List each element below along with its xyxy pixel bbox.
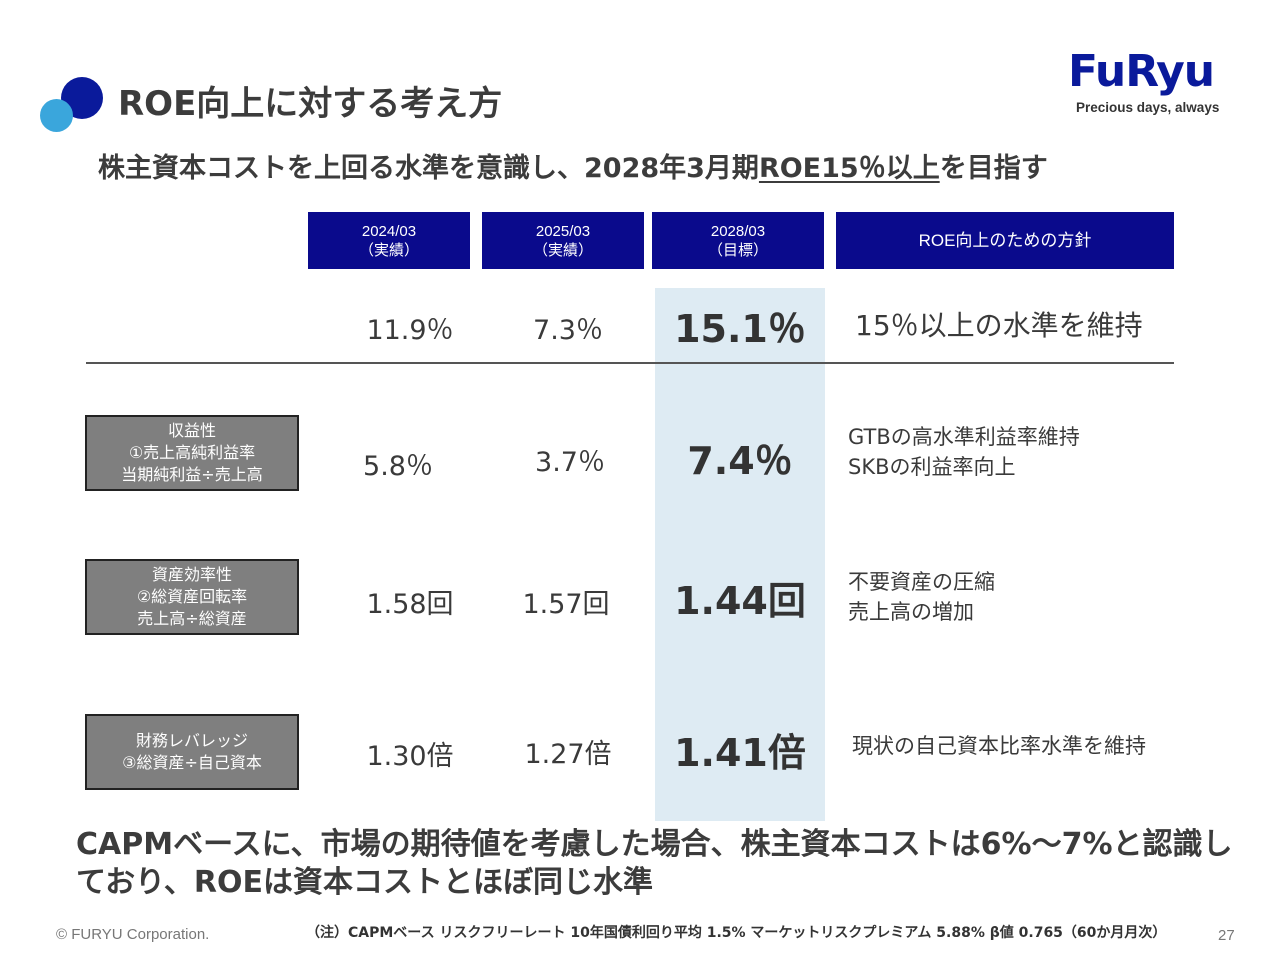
leverage-policy: 現状の自己資本比率水準を維持 xyxy=(852,731,1146,761)
margin-2025: 3.7％ xyxy=(535,447,605,478)
title-dot-small xyxy=(40,99,73,132)
policy-line: 不要資産の圧縮 xyxy=(848,570,995,594)
margin-2024: 5.8％ xyxy=(363,451,433,482)
policy-line: 現状の自己資本比率水準を維持 xyxy=(852,734,1146,758)
row-label-line: 当期純利益÷売上高 xyxy=(121,465,263,484)
logo-tagline: Precious days, always xyxy=(1076,100,1220,115)
column-header-2028: 2028/03 （目標） xyxy=(652,212,824,269)
target-column-highlight xyxy=(655,288,825,821)
column-kind: （実績） xyxy=(358,241,419,259)
headline-post: を目指す xyxy=(939,153,1048,184)
row-label-line: ②総資産回転率 xyxy=(136,587,248,606)
policy-line: GTBの高水準利益率維持 xyxy=(848,425,1080,449)
column-period: 2025/03 xyxy=(535,222,591,240)
leverage-2024: 1.30倍 xyxy=(366,741,454,772)
table-divider xyxy=(86,362,1174,364)
roe-policy: 15％以上の水準を維持 xyxy=(855,309,1143,342)
column-header-2024: 2024/03 （実績） xyxy=(308,212,470,269)
footnote: （注）CAPMベース リスクフリーレート 10年国債利回り平均 1.5% マーケ… xyxy=(306,925,1167,941)
column-header-policy: ROE向上のための方針 xyxy=(836,212,1174,269)
copyright: © FURYU Corporation. xyxy=(56,926,210,943)
policy-line: 売上高の増加 xyxy=(848,600,974,624)
column-header-2025: 2025/03 （実績） xyxy=(482,212,644,269)
logo-wordmark: FuRyu xyxy=(1068,46,1215,97)
turnover-2024: 1.58回 xyxy=(366,589,454,620)
row-label-asset-efficiency: 資産効率性 ②総資産回転率 売上高÷総資産 xyxy=(85,559,299,635)
column-kind: （目標） xyxy=(707,241,768,259)
column-period: 2028/03 xyxy=(710,222,766,240)
margin-policy: GTBの高水準利益率維持 SKBの利益率向上 xyxy=(848,422,1080,482)
row-label-line: ③総資産÷自己資本 xyxy=(122,753,262,772)
row-label-line: 売上高÷総資産 xyxy=(137,609,247,628)
leverage-2025: 1.27倍 xyxy=(524,739,612,770)
page-number: 27 xyxy=(1218,927,1235,944)
roe-2028: 15.1％ xyxy=(674,307,806,351)
roe-2024: 11.9％ xyxy=(366,315,454,346)
leverage-2028: 1.41倍 xyxy=(674,731,806,775)
column-period: ROE向上のための方針 xyxy=(918,231,1092,250)
row-label-line: 財務レバレッジ xyxy=(135,731,248,750)
headline-pre: 株主資本コストを上回る水準を意識し、2028年3月期 xyxy=(98,153,759,184)
column-kind: （実績） xyxy=(532,241,593,259)
headline-target: ROE15％以上 xyxy=(758,153,940,184)
row-label-profitability: 収益性 ①売上高純利益率 当期純利益÷売上高 xyxy=(85,415,299,491)
turnover-2028: 1.44回 xyxy=(674,579,806,623)
row-label-line: 資産効率性 xyxy=(151,565,232,584)
page-title: ROE向上に対する考え方 xyxy=(118,84,503,124)
row-label-line: ①売上高純利益率 xyxy=(128,443,256,462)
turnover-policy: 不要資産の圧縮 売上高の増加 xyxy=(848,567,995,627)
furyu-logo: FuRyu Precious days, always xyxy=(1068,46,1248,122)
column-period: 2024/03 xyxy=(361,222,417,240)
conclusion-text: CAPMベースに、市場の期待値を考慮した場合、株主資本コストは6%～7%と認識し… xyxy=(76,827,1233,900)
roe-2025: 7.3％ xyxy=(533,315,603,346)
headline: 株主資本コストを上回る水準を意識し、2028年3月期ROE15％以上を目指す xyxy=(98,146,1048,185)
margin-2028: 7.4％ xyxy=(687,439,793,483)
row-label-financial-leverage: 財務レバレッジ ③総資産÷自己資本 xyxy=(85,714,299,790)
turnover-2025: 1.57回 xyxy=(522,589,610,620)
row-label-line: 収益性 xyxy=(167,421,216,440)
policy-line: SKBの利益率向上 xyxy=(848,455,1016,479)
